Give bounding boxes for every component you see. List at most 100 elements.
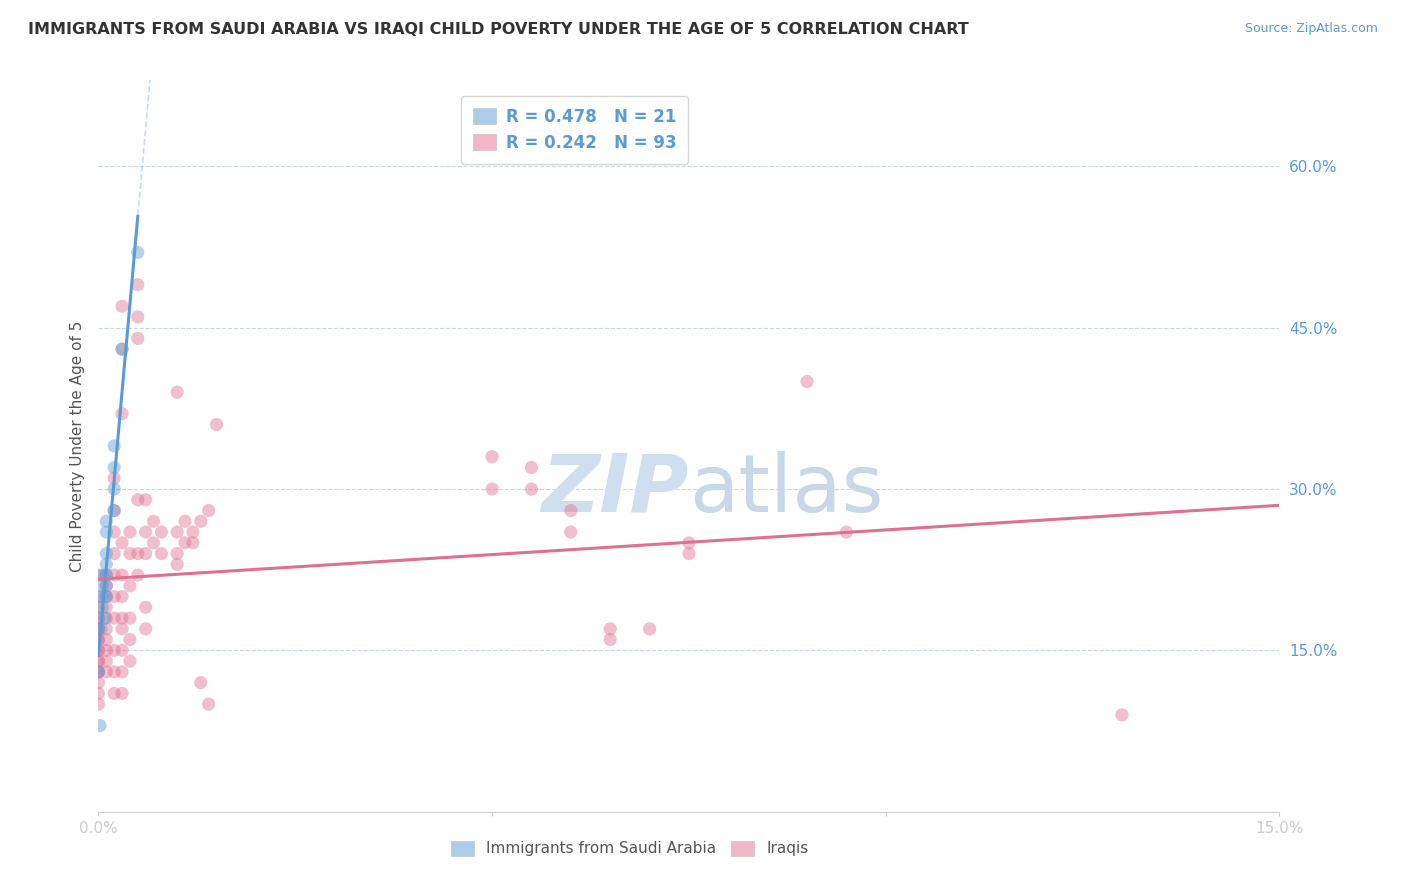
Point bbox=[111, 643, 134, 657]
Point bbox=[87, 632, 110, 647]
Point bbox=[103, 460, 125, 475]
Point bbox=[103, 439, 125, 453]
Point bbox=[87, 600, 110, 615]
Y-axis label: Child Poverty Under the Age of 5: Child Poverty Under the Age of 5 bbox=[69, 320, 84, 572]
Point bbox=[638, 622, 661, 636]
Point bbox=[87, 632, 110, 647]
Point bbox=[520, 460, 543, 475]
Point bbox=[93, 611, 115, 625]
Point bbox=[111, 568, 134, 582]
Point bbox=[118, 547, 141, 561]
Point bbox=[118, 611, 141, 625]
Point bbox=[96, 547, 118, 561]
Point bbox=[87, 665, 110, 679]
Point bbox=[481, 482, 503, 496]
Point bbox=[1111, 707, 1133, 722]
Point bbox=[599, 632, 621, 647]
Point bbox=[150, 547, 173, 561]
Point bbox=[103, 547, 125, 561]
Point bbox=[87, 697, 110, 711]
Point bbox=[87, 622, 110, 636]
Point bbox=[190, 514, 212, 528]
Point bbox=[96, 590, 118, 604]
Point bbox=[96, 665, 118, 679]
Point bbox=[96, 568, 118, 582]
Point bbox=[111, 536, 134, 550]
Point bbox=[560, 503, 582, 517]
Point bbox=[96, 579, 118, 593]
Point bbox=[127, 245, 149, 260]
Point bbox=[91, 590, 114, 604]
Point bbox=[91, 600, 114, 615]
Point bbox=[135, 622, 157, 636]
Point bbox=[678, 547, 700, 561]
Point bbox=[835, 524, 858, 539]
Point bbox=[166, 547, 188, 561]
Point bbox=[174, 536, 197, 550]
Point bbox=[142, 514, 165, 528]
Point bbox=[135, 524, 157, 539]
Point bbox=[103, 471, 125, 485]
Point bbox=[118, 654, 141, 668]
Point bbox=[103, 503, 125, 517]
Point bbox=[87, 643, 110, 657]
Point bbox=[520, 482, 543, 496]
Point bbox=[103, 482, 125, 496]
Point bbox=[103, 503, 125, 517]
Point bbox=[166, 524, 188, 539]
Point bbox=[142, 536, 165, 550]
Point bbox=[96, 611, 118, 625]
Point bbox=[127, 277, 149, 292]
Point bbox=[197, 503, 219, 517]
Point bbox=[87, 665, 110, 679]
Point bbox=[91, 579, 114, 593]
Point bbox=[111, 611, 134, 625]
Point bbox=[150, 524, 173, 539]
Point bbox=[96, 654, 118, 668]
Point bbox=[89, 719, 111, 733]
Point bbox=[96, 590, 118, 604]
Point bbox=[96, 622, 118, 636]
Point bbox=[678, 536, 700, 550]
Point bbox=[87, 654, 110, 668]
Point bbox=[135, 547, 157, 561]
Point bbox=[87, 654, 110, 668]
Point bbox=[96, 579, 118, 593]
Point bbox=[103, 568, 125, 582]
Point bbox=[118, 579, 141, 593]
Point bbox=[174, 514, 197, 528]
Point bbox=[96, 643, 118, 657]
Point bbox=[87, 611, 110, 625]
Point bbox=[190, 675, 212, 690]
Point bbox=[87, 665, 110, 679]
Point bbox=[127, 310, 149, 324]
Text: IMMIGRANTS FROM SAUDI ARABIA VS IRAQI CHILD POVERTY UNDER THE AGE OF 5 CORRELATI: IMMIGRANTS FROM SAUDI ARABIA VS IRAQI CH… bbox=[28, 22, 969, 37]
Point bbox=[96, 524, 118, 539]
Text: atlas: atlas bbox=[689, 450, 883, 529]
Point bbox=[103, 524, 125, 539]
Point bbox=[166, 385, 188, 400]
Point bbox=[135, 600, 157, 615]
Point bbox=[87, 643, 110, 657]
Point bbox=[87, 622, 110, 636]
Point bbox=[111, 342, 134, 356]
Point bbox=[796, 375, 818, 389]
Point bbox=[111, 590, 134, 604]
Point bbox=[96, 600, 118, 615]
Point bbox=[87, 590, 110, 604]
Text: Source: ZipAtlas.com: Source: ZipAtlas.com bbox=[1244, 22, 1378, 36]
Point bbox=[481, 450, 503, 464]
Point bbox=[111, 622, 134, 636]
Point bbox=[181, 536, 204, 550]
Point bbox=[103, 590, 125, 604]
Legend: Immigrants from Saudi Arabia, Iraqis: Immigrants from Saudi Arabia, Iraqis bbox=[444, 835, 815, 863]
Point bbox=[87, 622, 110, 636]
Point bbox=[91, 568, 114, 582]
Point bbox=[135, 492, 157, 507]
Point bbox=[103, 686, 125, 700]
Point bbox=[127, 547, 149, 561]
Point bbox=[111, 299, 134, 313]
Point bbox=[90, 622, 112, 636]
Point bbox=[103, 611, 125, 625]
Point bbox=[118, 524, 141, 539]
